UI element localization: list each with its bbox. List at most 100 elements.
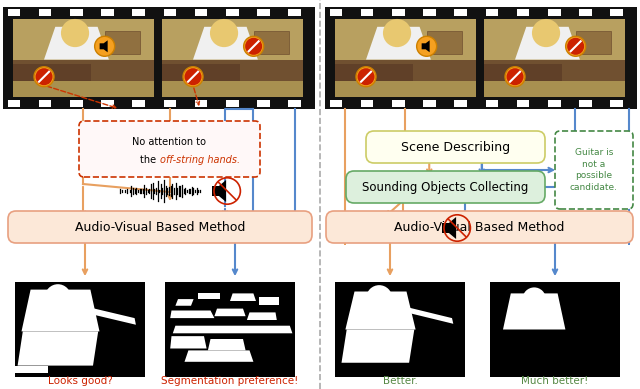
- Bar: [257, 9, 270, 16]
- Bar: [101, 100, 114, 107]
- Polygon shape: [208, 339, 246, 350]
- Bar: [335, 64, 413, 81]
- Bar: [13, 19, 154, 62]
- Circle shape: [366, 285, 392, 311]
- Bar: [442, 223, 449, 233]
- Bar: [165, 282, 295, 377]
- FancyBboxPatch shape: [79, 121, 260, 177]
- Bar: [15, 282, 145, 377]
- Polygon shape: [449, 217, 456, 239]
- Bar: [39, 9, 51, 16]
- Bar: [423, 100, 436, 107]
- FancyBboxPatch shape: [555, 131, 633, 209]
- Polygon shape: [170, 310, 214, 318]
- Bar: [361, 100, 373, 107]
- Text: No attention to: No attention to: [132, 137, 207, 147]
- Polygon shape: [214, 308, 246, 316]
- Bar: [13, 64, 90, 81]
- FancyBboxPatch shape: [346, 171, 545, 203]
- Circle shape: [356, 67, 376, 87]
- Bar: [486, 100, 498, 107]
- Bar: [105, 31, 140, 54]
- Bar: [195, 9, 207, 16]
- Bar: [101, 9, 114, 16]
- Polygon shape: [259, 297, 280, 305]
- Bar: [548, 100, 561, 107]
- Polygon shape: [219, 180, 226, 202]
- Polygon shape: [405, 307, 453, 324]
- Circle shape: [210, 19, 238, 47]
- Text: Audio-Visual Based Method: Audio-Visual Based Method: [394, 221, 564, 233]
- Circle shape: [506, 68, 524, 85]
- Bar: [335, 19, 476, 97]
- Circle shape: [45, 284, 71, 310]
- Bar: [392, 100, 404, 107]
- Bar: [579, 9, 592, 16]
- Bar: [335, 19, 476, 62]
- Bar: [289, 9, 301, 16]
- Text: Guitar is
not a
possible
candidate.: Guitar is not a possible candidate.: [570, 148, 618, 192]
- Polygon shape: [366, 27, 431, 60]
- Polygon shape: [230, 293, 256, 301]
- Bar: [454, 100, 467, 107]
- Bar: [195, 100, 207, 107]
- Polygon shape: [175, 299, 193, 306]
- Polygon shape: [44, 27, 109, 60]
- Bar: [330, 9, 342, 16]
- Bar: [548, 9, 561, 16]
- Circle shape: [358, 68, 374, 85]
- FancyBboxPatch shape: [326, 211, 633, 243]
- Bar: [3, 7, 315, 109]
- Bar: [39, 100, 51, 107]
- Bar: [162, 19, 303, 62]
- Text: the: the: [140, 155, 159, 165]
- Polygon shape: [193, 27, 258, 60]
- Text: Sounding Objects Collecting: Sounding Objects Collecting: [362, 180, 529, 193]
- Circle shape: [567, 38, 584, 55]
- Bar: [13, 19, 154, 97]
- Polygon shape: [515, 27, 580, 60]
- Bar: [132, 9, 145, 16]
- Bar: [361, 9, 373, 16]
- Bar: [8, 9, 20, 16]
- Circle shape: [383, 19, 411, 47]
- Bar: [392, 9, 404, 16]
- Circle shape: [245, 38, 262, 55]
- Text: Better.: Better.: [383, 376, 417, 386]
- FancyBboxPatch shape: [366, 131, 545, 163]
- Bar: [8, 100, 20, 107]
- Bar: [484, 19, 625, 97]
- Circle shape: [522, 287, 546, 311]
- Bar: [70, 100, 83, 107]
- Bar: [611, 9, 623, 16]
- Polygon shape: [100, 40, 108, 52]
- Text: off-string hands.: off-string hands.: [159, 155, 239, 165]
- Bar: [490, 282, 620, 377]
- Bar: [162, 19, 303, 97]
- Bar: [257, 100, 270, 107]
- Bar: [423, 9, 436, 16]
- Bar: [454, 9, 467, 16]
- Circle shape: [532, 19, 560, 47]
- Circle shape: [417, 36, 436, 56]
- Bar: [162, 60, 303, 81]
- Polygon shape: [18, 331, 98, 366]
- Text: Looks good?: Looks good?: [47, 376, 113, 386]
- Polygon shape: [22, 289, 99, 331]
- Bar: [226, 100, 239, 107]
- Bar: [330, 100, 342, 107]
- Bar: [162, 64, 239, 81]
- Bar: [164, 100, 176, 107]
- Bar: [611, 100, 623, 107]
- Circle shape: [244, 36, 264, 56]
- Circle shape: [566, 36, 586, 56]
- Circle shape: [183, 67, 203, 87]
- Polygon shape: [503, 293, 565, 329]
- Bar: [427, 31, 462, 54]
- Bar: [212, 186, 219, 196]
- Bar: [484, 64, 561, 81]
- Bar: [484, 60, 625, 81]
- Bar: [132, 100, 145, 107]
- Bar: [289, 100, 301, 107]
- Circle shape: [61, 19, 89, 47]
